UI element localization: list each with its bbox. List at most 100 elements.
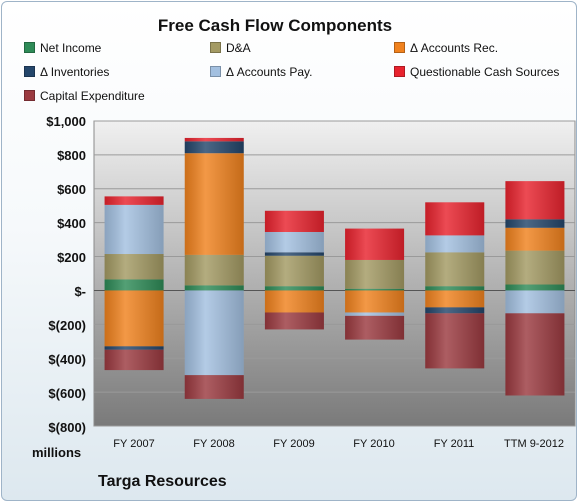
legend-swatch: [210, 42, 221, 53]
bar-segment: [104, 346, 164, 350]
bar-segment-shading: [104, 254, 164, 280]
bar-segment: [184, 141, 244, 154]
bar-segment: [104, 196, 164, 205]
bar-segment: [264, 255, 324, 287]
legend-item-accounts-pay: Δ Accounts Pay.: [210, 65, 313, 79]
bar-segment-shading: [184, 137, 244, 142]
bar-segment-shading: [505, 227, 565, 251]
bar-segment-shading: [104, 290, 164, 347]
legend-label: D&A: [226, 41, 251, 55]
bar-segment: [264, 252, 324, 256]
bar-segment: [425, 235, 485, 253]
y-tick-label: $1,000: [46, 114, 86, 129]
bar-segment-shading: [104, 346, 164, 350]
bar-segment: [184, 285, 244, 291]
bar-segment-shading: [345, 312, 405, 316]
bar-segment-shading: [104, 196, 164, 205]
bar-segment: [425, 307, 485, 314]
x-tick-label: TTM 9-2012: [504, 438, 564, 450]
bar-segment: [104, 349, 164, 371]
legend-swatch: [210, 66, 221, 77]
bar-segment-shading: [345, 288, 405, 291]
y-tick-label: $(400): [48, 352, 86, 367]
bar-segment-shading: [184, 285, 244, 291]
legend-swatch: [24, 42, 35, 53]
bar-segment-shading: [345, 259, 405, 289]
bar-segment-shading: [505, 313, 565, 396]
bar-segment-shading: [264, 231, 324, 253]
bar-segment-shading: [505, 219, 565, 228]
bar-segment-shading: [425, 286, 485, 291]
chart-title: Free Cash Flow Components: [157, 16, 393, 35]
bar-segment: [345, 315, 405, 340]
bar-segment: [505, 284, 565, 291]
bar-segment: [104, 279, 164, 291]
bar-segment: [505, 181, 565, 220]
bar-segment: [104, 290, 164, 347]
bar-segment-shading: [425, 290, 485, 308]
legend-label: Δ Accounts Rec.: [410, 41, 499, 55]
x-tick-label: FY 2007: [113, 438, 155, 450]
legend-swatch: [24, 90, 35, 101]
y-tick-label: $200: [57, 250, 86, 265]
bar-segment-shading: [505, 250, 565, 285]
bar-segment: [345, 312, 405, 316]
bar-segment-shading: [104, 349, 164, 371]
legend-label: Questionable Cash Sources: [410, 65, 560, 79]
bar-segment: [425, 290, 485, 308]
bar-segment: [264, 290, 324, 313]
bar-segment: [184, 290, 244, 376]
legend-item-accounts-rec: Δ Accounts Rec.: [394, 41, 498, 55]
bar-segment-shading: [184, 153, 244, 255]
y-tick-label: $400: [57, 216, 86, 231]
bar-segment-shading: [184, 375, 244, 399]
legend-label: Net Income: [40, 41, 102, 55]
legend-item-inventories: Δ Inventories: [24, 65, 109, 79]
bar-segment: [345, 290, 405, 313]
bar-segment: [345, 228, 405, 260]
legend-item-questionable-cash: Questionable Cash Sources: [394, 65, 559, 79]
bar-segment-shading: [184, 254, 244, 286]
x-tick-label: FY 2008: [193, 438, 235, 450]
bar-segment-shading: [425, 313, 485, 369]
gridlines: [94, 120, 575, 427]
legend-item-net-income: Net Income: [24, 41, 101, 55]
bar-segment-shading: [264, 255, 324, 287]
bar-segment: [425, 252, 485, 287]
legend-swatch: [394, 66, 405, 77]
unit-label: millions: [32, 445, 82, 460]
legend-item-d-and-a: D&A: [210, 41, 251, 55]
bar-segment-shading: [505, 290, 565, 314]
bar-series: [104, 137, 565, 399]
bar-segment-shading: [264, 290, 324, 313]
bar-segment-shading: [264, 252, 324, 256]
bar-segment-shading: [345, 315, 405, 340]
bar-segment: [505, 313, 565, 396]
bar-segment-shading: [104, 204, 164, 255]
bar-segment-shading: [425, 307, 485, 314]
legend-label: Δ Accounts Pay.: [226, 65, 313, 79]
bar-segment: [425, 202, 485, 236]
legend-item-capex: Capital Expenditure: [24, 89, 145, 103]
bar-segment-shading: [264, 312, 324, 330]
bar-segment: [104, 204, 164, 255]
bar-segment: [505, 290, 565, 314]
x-tick-label: FY 2011: [433, 438, 475, 450]
plot-area: [93, 120, 576, 427]
bar-segment-shading: [425, 235, 485, 253]
y-tick-label: $600: [57, 182, 86, 197]
company-name: Targa Resources: [98, 473, 227, 490]
bar-segment: [264, 210, 324, 232]
x-tick-label: FY 2009: [273, 438, 315, 450]
bar-segment-shading: [184, 290, 244, 376]
bar-segment: [264, 286, 324, 291]
bar-segment-shading: [505, 284, 565, 291]
bar-segment: [425, 286, 485, 291]
y-tick-label: $(600): [48, 386, 86, 401]
bar-segment: [505, 250, 565, 285]
y-tick-label: $800: [57, 148, 86, 163]
bar-segment-shading: [264, 286, 324, 291]
bar-segment: [505, 219, 565, 228]
